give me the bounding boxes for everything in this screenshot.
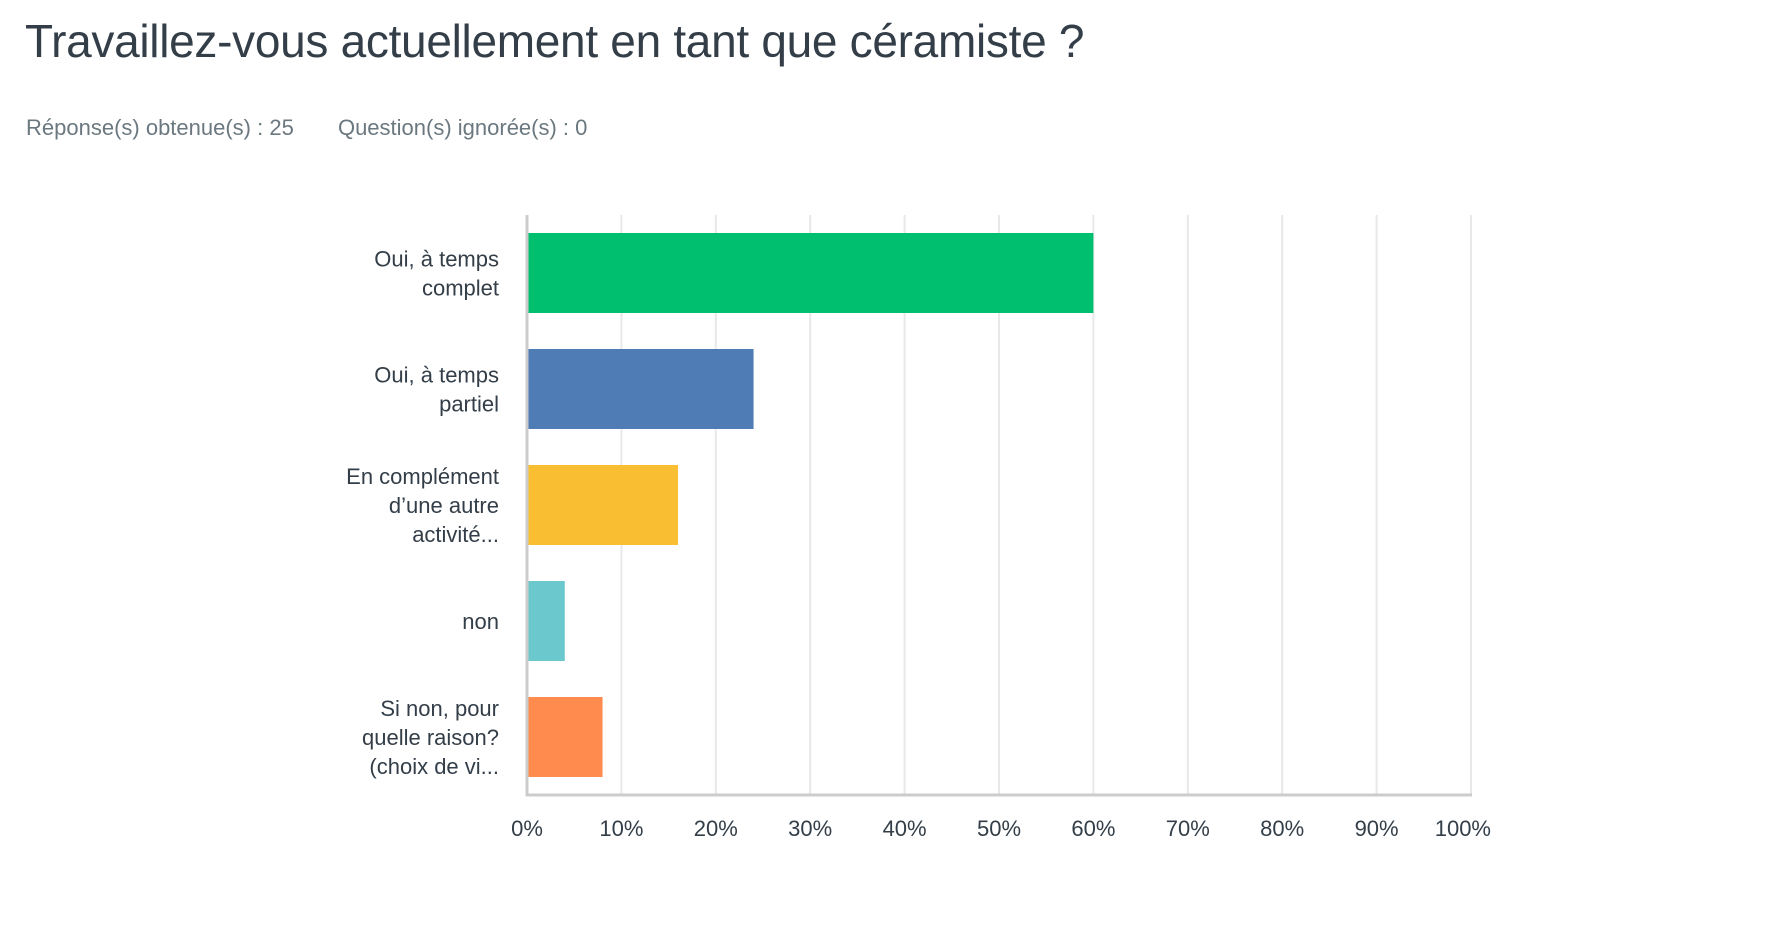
category-label: Si non, pour quelle raison? (choix de vi..… — [362, 696, 499, 779]
category-label: Oui, à temps partiel — [374, 363, 499, 417]
category-labels: Oui, à temps complet Oui, à temps partiel En… — [346, 247, 499, 780]
category-label-line: Oui, à temps — [374, 363, 499, 388]
tick-labels: 0% 10% 20% 30% 40% 50% 60% 70% 80% 90% 100% — [511, 816, 1491, 841]
axes — [525, 215, 1472, 797]
category-label: Oui, à temps complet — [374, 247, 499, 301]
x-tick-label: 60% — [1071, 816, 1115, 841]
bar-2[interactable] — [527, 349, 754, 429]
x-tick-label: 30% — [788, 816, 832, 841]
x-tick-label: 0% — [511, 816, 543, 841]
x-tick-label: 10% — [599, 816, 643, 841]
x-tick-label: 50% — [977, 816, 1021, 841]
category-label-line: non — [462, 609, 499, 634]
x-tick-label: 90% — [1355, 816, 1399, 841]
category-label-line: complet — [422, 276, 499, 301]
category-label-line: activité... — [412, 522, 499, 547]
answered-count: Réponse(s) obtenue(s) : 25 — [26, 115, 294, 140]
bar-4[interactable] — [527, 581, 565, 661]
category-label: En complément d’une autre activité... — [346, 464, 499, 547]
category-label-line: Si non, pour — [380, 696, 499, 721]
x-tick-label: 70% — [1166, 816, 1210, 841]
category-label-line: partiel — [439, 392, 499, 417]
category-label-line: quelle raison? — [362, 725, 499, 750]
x-tick-label: 40% — [883, 816, 927, 841]
skipped-count: Question(s) ignorée(s) : 0 — [337, 115, 588, 140]
category-label-line: d’une autre — [389, 493, 499, 518]
bar-1[interactable] — [527, 233, 1094, 313]
response-stats: Réponse(s) obtenue(s) : 25 Question(s) i… — [26, 115, 625, 141]
x-tick-label: 80% — [1260, 816, 1304, 841]
category-label-line: (choix de vi... — [369, 754, 499, 779]
category-label-line: Oui, à temps — [374, 247, 499, 272]
bar-5[interactable] — [527, 697, 603, 777]
category-label-line: En complément — [346, 464, 499, 489]
bars — [527, 233, 1094, 777]
category-label: non — [462, 609, 499, 634]
question-title: Travaillez-vous actuellement en tant que… — [25, 15, 1085, 67]
x-tick-label: 20% — [694, 816, 738, 841]
bar-3[interactable] — [527, 465, 679, 545]
x-tick-label: 100% — [1435, 816, 1491, 841]
